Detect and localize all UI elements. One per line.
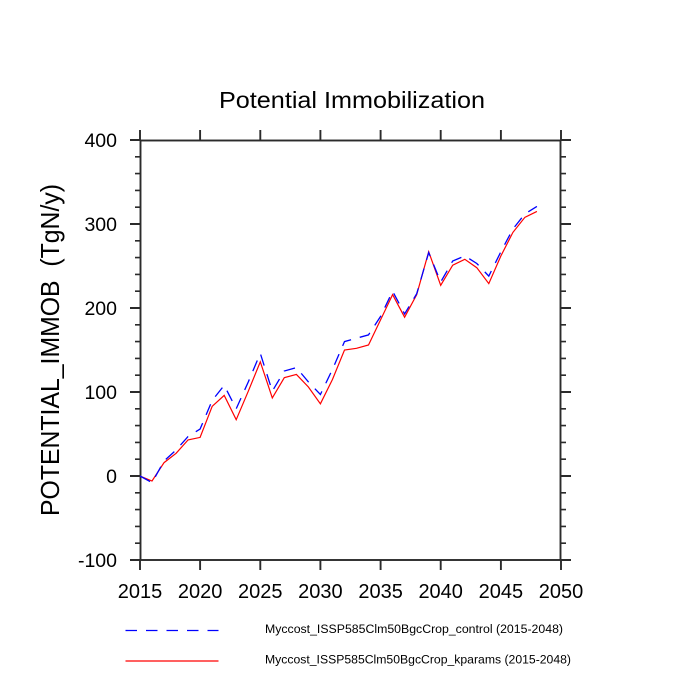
- svg-text:-100: -100: [78, 550, 117, 572]
- svg-text:2040: 2040: [418, 581, 463, 603]
- svg-text:Myccost_ISSP585Clm50BgcCrop_kp: Myccost_ISSP585Clm50BgcCrop_kparams (201…: [265, 653, 571, 667]
- svg-text:2020: 2020: [178, 581, 223, 603]
- svg-text:300: 300: [84, 214, 117, 236]
- svg-text:400: 400: [84, 130, 117, 152]
- svg-text:2045: 2045: [479, 581, 524, 603]
- svg-text:Potential Immobilization: Potential Immobilization: [219, 87, 485, 113]
- svg-text:2050: 2050: [539, 581, 584, 603]
- svg-text:2025: 2025: [238, 581, 283, 603]
- svg-text:2035: 2035: [358, 581, 403, 603]
- svg-text:2030: 2030: [298, 581, 343, 603]
- svg-text:POTENTIAL_IMMOB (TgN/y): POTENTIAL_IMMOB (TgN/y): [35, 184, 65, 516]
- svg-text:2015: 2015: [118, 581, 163, 603]
- svg-text:100: 100: [84, 382, 117, 404]
- svg-text:Myccost_ISSP585Clm50BgcCrop_co: Myccost_ISSP585Clm50BgcCrop_control (201…: [265, 622, 563, 636]
- svg-text:200: 200: [84, 298, 117, 320]
- svg-text:0: 0: [106, 466, 117, 488]
